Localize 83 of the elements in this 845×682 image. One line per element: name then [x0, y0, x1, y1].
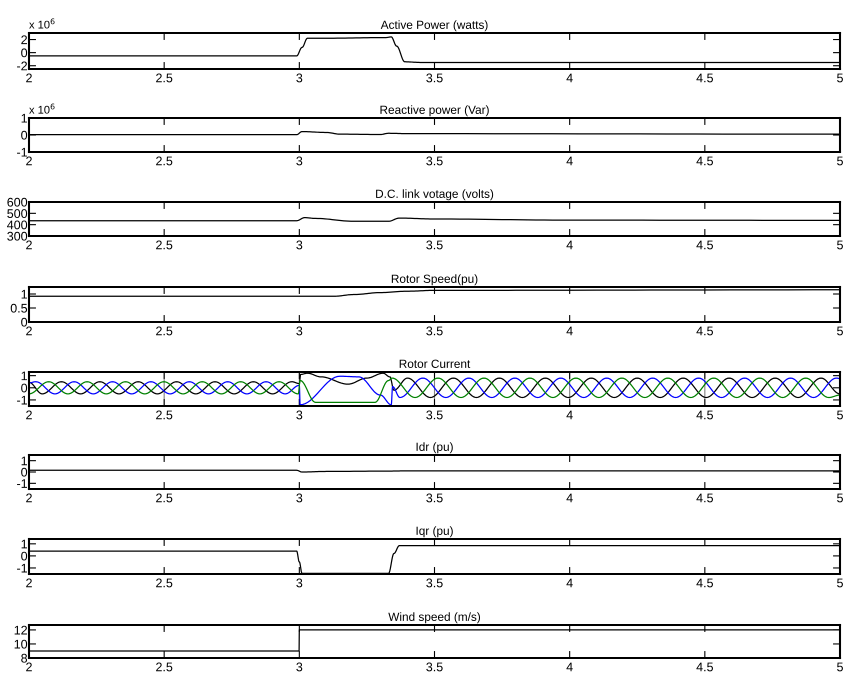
y-tick-label: 0.5 — [10, 304, 28, 313]
x-tick-label: 2.5 — [156, 240, 172, 250]
x-tick-label: 3.5 — [426, 73, 443, 82]
x-tick-label: 2.5 — [156, 493, 172, 502]
x-tick-label: 3 — [296, 662, 302, 672]
x-tick-label: 5 — [837, 410, 843, 420]
chart-title: Idr (pu) — [416, 442, 453, 454]
y-tick-label: 300 — [7, 232, 28, 241]
x-tick-label: 4 — [566, 74, 573, 82]
x-tick-label: 3.5 — [426, 326, 443, 336]
x-tick-label: 4.5 — [696, 578, 713, 588]
x-tick-label: 3 — [296, 410, 302, 420]
y-tick-label: 1 — [22, 372, 27, 380]
x-tick-label: 2.5 — [156, 410, 172, 420]
chart-title: D.C. link votage (volts) — [376, 189, 494, 200]
chart-title: Iqr (pu) — [416, 526, 453, 538]
x-tick-label: 4.5 — [696, 662, 713, 672]
x-tick-label: 2.5 — [156, 578, 172, 588]
y-tick-label: -1 — [17, 479, 27, 488]
x-tick-label: 5 — [837, 326, 843, 336]
x-tick-label: 5 — [837, 494, 843, 502]
x-tick-label: 3 — [296, 493, 302, 502]
x-tick-label: 4 — [566, 410, 573, 420]
x-tick-label: 4.5 — [696, 326, 713, 336]
y-tick-label: 0 — [21, 130, 28, 140]
y-tick-label: 2 — [21, 35, 27, 44]
chart-title: Rotor Current — [400, 360, 470, 368]
x-tick-label: 4.5 — [696, 74, 713, 82]
x-tick-label: 5 — [837, 74, 843, 82]
chart-title: Reactive power (Var) — [380, 105, 489, 116]
y-tick-label: -2 — [17, 62, 27, 70]
y-tick-label: 1 — [22, 540, 27, 548]
x-tick-label: 3.5 — [426, 662, 443, 672]
y-tick-label: 1 — [22, 114, 27, 123]
x-tick-label: 2.5 — [156, 326, 172, 336]
x-tick-label: 5 — [837, 578, 843, 588]
y-tick-label: 0 — [21, 552, 28, 561]
y-tick-label: 400 — [7, 220, 28, 230]
x-tick-label: 3.5 — [426, 240, 443, 250]
text: x 10$^{6}$ — [29, 104, 55, 114]
x-tick-label: 3 — [296, 73, 302, 82]
y-tick-label: 0 — [21, 48, 28, 58]
y-tick-label: 0 — [21, 384, 28, 392]
y-tick-label: -1 — [17, 564, 27, 572]
chart-title: Active Power (watts) — [380, 20, 488, 32]
x-tick-label: 3 — [296, 156, 302, 166]
x-tick-label: 4 — [566, 326, 573, 336]
x-tick-label: 3.5 — [426, 578, 443, 588]
x-tick-label: 4 — [566, 662, 573, 672]
x-tick-label: 4 — [566, 156, 573, 166]
x-tick-label: 3.5 — [426, 156, 443, 166]
chart-title: Wind speed (m/s) — [388, 612, 480, 624]
y-tick-label: 0 — [21, 318, 28, 327]
y-tick-label: 600 — [7, 198, 28, 207]
x-tick-label: 3 — [296, 578, 302, 588]
y-tick-label: 8 — [21, 654, 28, 663]
y-tick-label: 12 — [14, 626, 27, 634]
x-tick-label: 5 — [837, 156, 843, 166]
y-tick-label: -1 — [17, 148, 27, 157]
y-tick-label: 1 — [22, 456, 27, 466]
x-tick-label: 3 — [296, 326, 302, 336]
x-tick-label: 4 — [566, 578, 573, 588]
x-tick-label: 2.5 — [156, 156, 172, 166]
x-tick-label: 4.5 — [696, 494, 713, 502]
x-tick-label: 5 — [837, 240, 843, 250]
chart-title: Rotor Speed(pu) — [392, 274, 478, 286]
x-tick-label: 4 — [566, 240, 573, 250]
x-tick-label: 4.5 — [696, 240, 713, 250]
x-tick-label: 5 — [837, 662, 843, 672]
y-tick-label: 500 — [7, 209, 28, 218]
x-tick-label: 4.5 — [696, 410, 713, 420]
y-tick-label: 0 — [21, 468, 28, 477]
x-tick-label: 3.5 — [426, 493, 443, 502]
y-tick-label: -1 — [17, 396, 27, 404]
y-tick-label: 10 — [14, 640, 28, 649]
y-tick-label: 1 — [22, 290, 27, 299]
x-tick-label: 4.5 — [696, 156, 713, 166]
x-tick-label: 3 — [296, 240, 302, 250]
x-tick-label: 2.5 — [156, 662, 172, 672]
x-tick-label: 2.5 — [156, 73, 172, 82]
x-tick-label: 4 — [566, 494, 573, 502]
text: x 10$^{6}$ — [29, 18, 55, 29]
x-tick-label: 3.5 — [426, 410, 443, 420]
